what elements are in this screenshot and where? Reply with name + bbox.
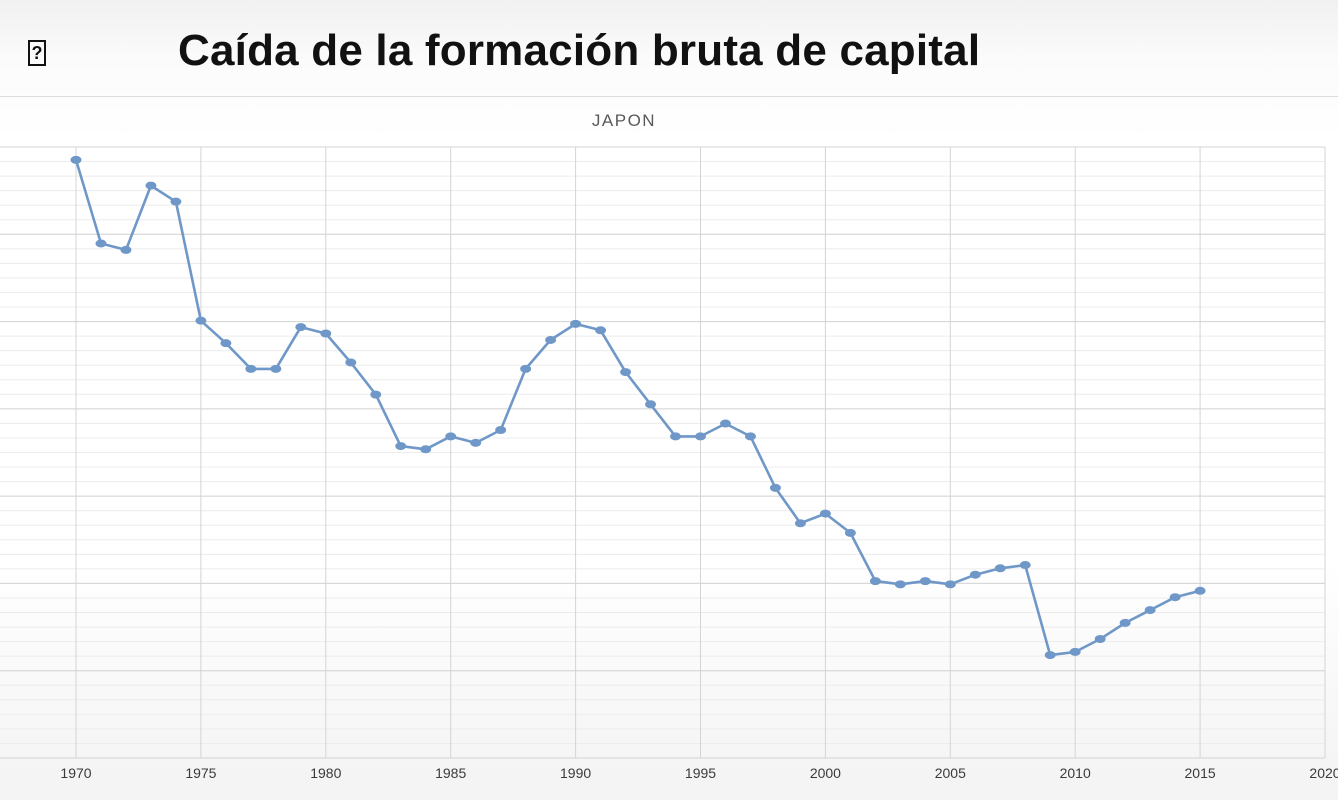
minor-gridlines	[0, 146, 1325, 759]
x-axis-tick-labels: 1970 1975 1980 1985 1990 1995 2000 2005 2010 2015…	[60, 765, 1338, 781]
data-point	[95, 239, 107, 248]
chart-title: JAPON	[592, 111, 656, 130]
data-point	[844, 528, 856, 537]
x-tick-label: 1990	[560, 765, 591, 781]
data-point	[570, 319, 582, 328]
x-tick-label: 2020	[1309, 765, 1338, 781]
series-line	[74, 159, 1201, 657]
data-point	[919, 577, 931, 586]
data-point	[1119, 618, 1131, 627]
data-point	[70, 155, 82, 164]
major-gridlines	[0, 146, 1326, 759]
x-tick-label: 2000	[810, 765, 841, 781]
x-tick-label: 2010	[1060, 765, 1091, 781]
series-line-group	[74, 159, 1201, 657]
data-point	[495, 425, 507, 434]
data-point	[470, 438, 482, 447]
data-point	[695, 432, 706, 441]
x-tick-label: 2015	[1185, 765, 1216, 781]
x-tick-label: 1970	[60, 765, 91, 781]
data-point	[420, 445, 432, 454]
data-point	[1044, 651, 1056, 660]
data-point	[445, 432, 457, 441]
data-point	[1169, 593, 1181, 602]
x-tick-label: 1995	[685, 765, 716, 781]
data-point	[220, 339, 232, 348]
data-point	[1094, 635, 1106, 644]
missing-glyph-icon: ?	[28, 40, 46, 66]
data-point	[395, 442, 407, 451]
data-point	[620, 368, 632, 377]
x-tick-label: 1975	[185, 765, 216, 781]
data-point	[145, 181, 157, 190]
x-tick-label: 2005	[935, 765, 966, 781]
slide-title: Caída de la formación bruta de capital	[178, 26, 981, 75]
data-point	[744, 432, 756, 441]
data-point	[295, 323, 307, 332]
data-point	[595, 326, 607, 335]
data-point	[944, 580, 956, 589]
data-point	[670, 432, 682, 441]
data-point	[1019, 561, 1031, 570]
data-point	[894, 580, 906, 589]
data-point	[245, 364, 257, 373]
data-point	[969, 570, 981, 579]
data-point	[545, 335, 557, 344]
data-point	[270, 364, 282, 373]
data-point	[345, 358, 357, 367]
data-point	[794, 519, 806, 528]
data-point	[869, 577, 881, 586]
x-tick-label: 1980	[310, 765, 341, 781]
x-tick-label: 1985	[435, 765, 466, 781]
data-point	[1069, 647, 1081, 656]
series-points-group	[70, 155, 1206, 660]
data-point	[195, 316, 207, 325]
data-point	[819, 509, 831, 518]
data-point	[769, 483, 781, 492]
data-point	[520, 364, 532, 373]
data-point	[994, 564, 1006, 573]
data-point	[120, 245, 132, 254]
title-divider	[0, 96, 1338, 97]
data-point	[170, 197, 182, 206]
data-point	[320, 329, 332, 338]
data-point	[1194, 586, 1206, 595]
data-point	[645, 400, 657, 409]
data-point	[1144, 606, 1156, 615]
data-point	[719, 419, 731, 428]
data-point	[370, 390, 382, 399]
